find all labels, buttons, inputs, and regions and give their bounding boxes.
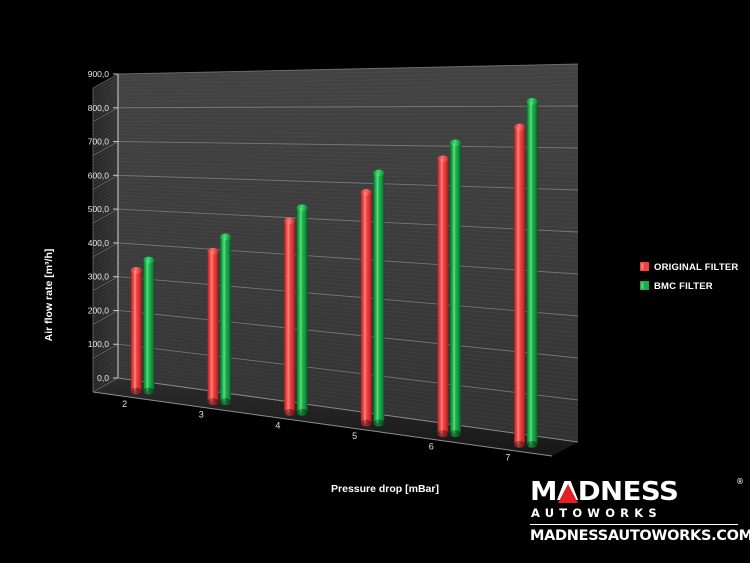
y-tick-label: 900,0 [88,69,110,79]
left-side-wall [93,74,118,392]
x-axis-front-edge [92,391,553,457]
y-tick-label: 500,0 [88,204,110,214]
bar-bmc-filter-4 [296,204,308,416]
legend-swatch [640,262,649,271]
legend: ORIGINAL FILTER BMC FILTER [640,262,738,292]
bar-bmc-filter-5 [373,169,385,427]
x-axis-ticks: 2 3 4 5 6 7 [122,399,510,462]
bar-cylinders [130,98,538,448]
logo-divider [530,524,738,525]
bar-bmc-filter-3 [220,233,231,406]
y-tick-label: 300,0 [88,272,110,282]
logo-brand-primary: MADNESS [530,476,679,507]
bar-original-filter-7 [514,123,526,448]
bar-bmc-filter-7 [526,98,538,448]
x-tick-label: 3 [199,410,204,420]
x-tick-label: 2 [122,399,127,409]
y-tick-label: 800,0 [88,103,110,113]
legend-label: ORIGINAL FILTER [654,262,738,273]
x-axis-title: Pressure drop [mBar] [331,483,439,495]
x-tick-label: 7 [505,452,510,462]
x-tick-label: 6 [429,442,434,452]
y-tick-label: 100,0 [88,339,110,349]
y-axis-title: Air flow rate [m³/h] [43,249,55,342]
legend-label: BMC FILTER [654,281,713,292]
y-axis-ticks: 0,0 100,0 200,0 300,0 400,0 500,0 600,0 700,0 80… [88,69,118,383]
y-tick-label: 400,0 [88,238,110,248]
bar-original-filter-6 [437,155,449,438]
y-tick-label: 700,0 [88,137,110,147]
registered-mark: ® [736,477,744,486]
x-tick-label: 5 [352,431,357,441]
y-tick-label: 600,0 [88,170,110,180]
logo-brand-secondary: AUTOWORKS [531,506,662,520]
madness-autoworks-logo: MADNESS ® AUTOWORKS MADNESSAUTOWORKS.COM [530,476,750,544]
y-tick-label: 200,0 [88,305,110,315]
bar-bmc-filter-6 [450,139,461,438]
red-triangle-icon [558,484,578,503]
bar-bmc-filter-2 [143,256,155,395]
bar-original-filter-3 [207,247,219,406]
logo-website: MADNESSAUTOWORKS.COM [530,528,750,544]
legend-swatch-highlight [641,282,644,289]
x-tick-label: 4 [275,420,280,430]
wall-texture [92,67,579,439]
bar-original-filter-5 [360,188,372,427]
legend-swatch [640,281,649,290]
x-axis-back-edge [117,377,579,443]
back-wall [118,64,578,442]
logo-wordmark-row: MADNESS ® [530,476,744,507]
legend-swatch-highlight [641,263,644,270]
bar-original-filter-2 [130,267,142,395]
y-tick-label: 0,0 [97,373,109,383]
bar-original-filter-4 [284,217,296,416]
